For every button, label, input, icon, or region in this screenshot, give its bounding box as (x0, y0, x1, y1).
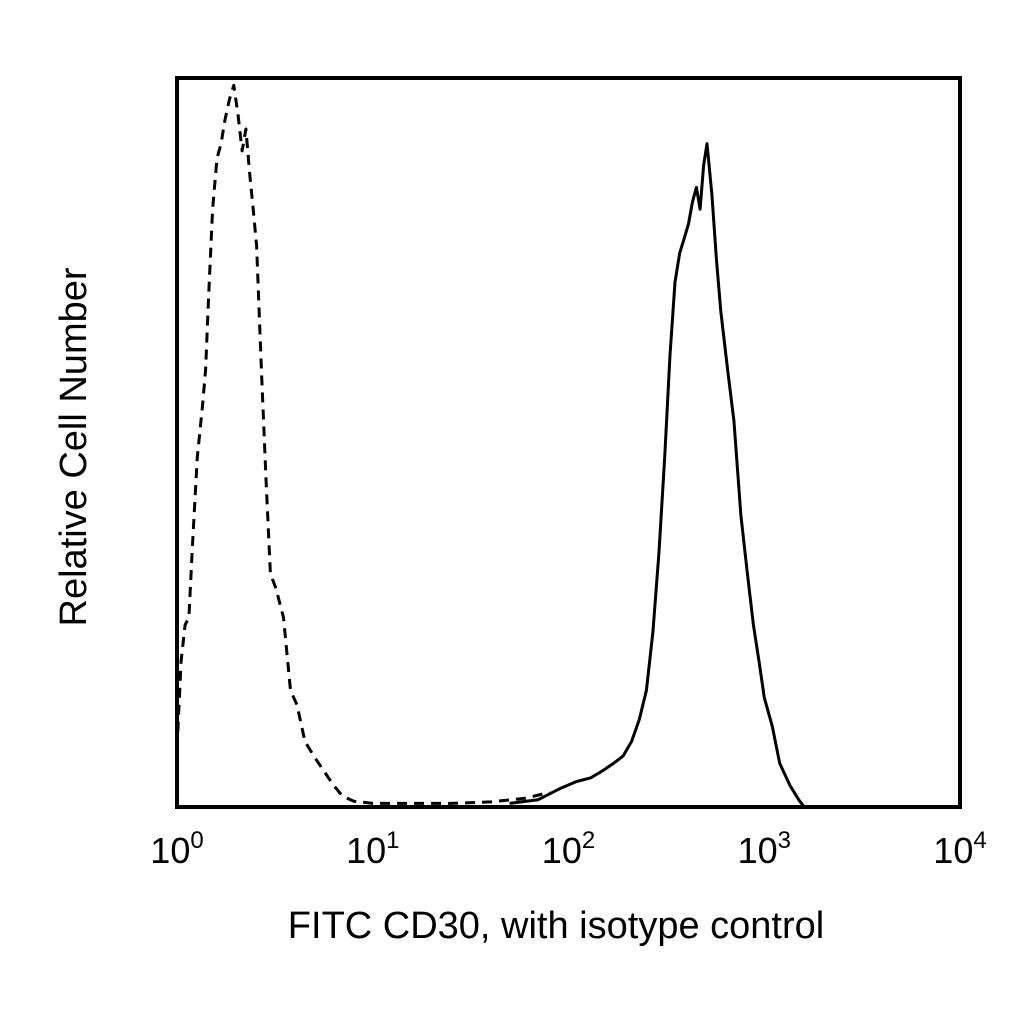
x-tick-base: 10 (933, 830, 973, 871)
x-tick-label: 104 (933, 827, 986, 871)
y-axis-label: Relative Cell Number (53, 267, 95, 626)
x-tick-label: 102 (542, 827, 595, 871)
x-tick-exponent: 4 (973, 827, 986, 854)
x-tick-labels: 100 101 102 103 104 (150, 827, 986, 871)
x-tick-label: 100 (150, 827, 203, 871)
x-tick-exponent: 0 (190, 827, 203, 854)
x-tick-exponent: 3 (778, 827, 791, 854)
x-axis-label: FITC CD30, with isotype control (288, 905, 824, 947)
x-tick-exponent: 1 (386, 827, 399, 854)
x-tick-label: 101 (346, 827, 399, 871)
series-layer (175, 83, 806, 808)
plot-frame (175, 76, 962, 809)
cd30-histogram (509, 142, 806, 808)
x-tick-base: 10 (346, 830, 386, 871)
x-tick-base: 10 (150, 830, 190, 871)
x-tick-label: 103 (738, 827, 791, 871)
x-tick-base: 10 (738, 830, 778, 871)
x-tick-base: 10 (542, 830, 582, 871)
isotype-control-histogram (175, 83, 550, 805)
x-tick-exponent: 2 (582, 827, 595, 854)
